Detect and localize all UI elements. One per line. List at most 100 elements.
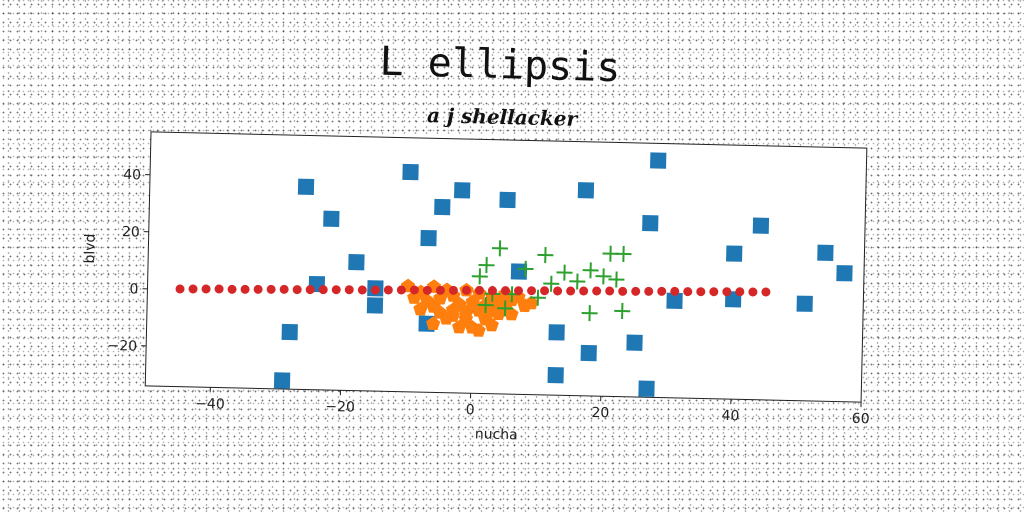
data-point xyxy=(396,285,406,295)
chart-title: L ellipsis xyxy=(379,39,621,92)
y-tick-label: 20 xyxy=(122,224,140,240)
plot-area: −40 −20 0 20 40 60 −20 0 20 40 nucha blvd xyxy=(82,131,870,443)
data-point xyxy=(402,163,419,181)
data-point xyxy=(631,286,641,296)
data-point xyxy=(426,316,441,331)
data-point xyxy=(595,268,612,285)
data-point xyxy=(370,285,380,295)
data-point xyxy=(735,287,745,297)
data-point xyxy=(683,287,693,297)
data-point xyxy=(471,268,488,285)
data-point xyxy=(240,284,250,294)
x-axis-label: nucha xyxy=(475,426,518,443)
data-point xyxy=(452,319,467,334)
data-point xyxy=(273,372,291,389)
data-point xyxy=(650,152,667,169)
data-point xyxy=(761,287,771,297)
data-point xyxy=(434,198,451,216)
data-point xyxy=(670,286,680,296)
data-point xyxy=(748,287,758,297)
data-point xyxy=(548,324,565,341)
data-point xyxy=(615,245,632,262)
data-point xyxy=(527,286,537,296)
data-point xyxy=(524,295,539,310)
y-axis-ticks: −20 0 20 40 xyxy=(107,167,151,355)
data-point xyxy=(297,178,315,195)
data-point xyxy=(471,323,486,337)
data-point xyxy=(422,285,432,295)
data-point xyxy=(726,245,743,262)
x-tick-label: 60 xyxy=(852,411,870,427)
data-point xyxy=(537,247,554,264)
data-point xyxy=(540,286,550,296)
data-point xyxy=(608,271,625,288)
y-axis-label: blvd xyxy=(82,233,99,263)
data-point xyxy=(566,286,576,296)
data-point xyxy=(201,284,211,294)
data-point xyxy=(465,300,480,314)
data-point xyxy=(344,285,354,295)
data-point xyxy=(569,273,586,290)
data-point xyxy=(722,287,732,297)
data-point xyxy=(484,317,499,332)
data-point xyxy=(266,284,276,294)
data-point xyxy=(487,286,497,296)
x-tick-label: 20 xyxy=(591,405,609,421)
data-point xyxy=(556,264,573,281)
data-point xyxy=(454,182,471,199)
data-point xyxy=(666,292,683,309)
data-point xyxy=(491,306,506,321)
data-point xyxy=(581,305,598,322)
data-point xyxy=(448,285,458,295)
data-point xyxy=(305,285,315,295)
data-point xyxy=(752,217,770,234)
data-point xyxy=(227,284,237,294)
data-point xyxy=(253,284,263,294)
data-point xyxy=(281,323,298,341)
y-tick-label: 0 xyxy=(129,281,138,297)
data-point xyxy=(279,284,289,294)
data-point xyxy=(605,286,615,296)
data-point xyxy=(477,297,494,314)
data-point xyxy=(357,285,367,295)
data-point xyxy=(501,286,511,296)
y-tick-label: −20 xyxy=(107,338,137,355)
data-point xyxy=(214,284,224,294)
plot-frame xyxy=(144,131,868,403)
y-tick-label: 40 xyxy=(123,167,141,183)
data-point xyxy=(499,191,516,209)
x-tick-label: −40 xyxy=(195,396,225,413)
data-point xyxy=(409,285,419,295)
data-point xyxy=(796,295,813,312)
data-point xyxy=(614,303,631,320)
data-point xyxy=(553,286,563,296)
data-point xyxy=(836,265,853,282)
x-axis-ticks: −40 −20 0 20 40 60 xyxy=(195,387,870,427)
data-point xyxy=(432,305,448,319)
data-point xyxy=(491,240,508,257)
data-point xyxy=(188,284,198,294)
data-point xyxy=(458,311,474,326)
data-point xyxy=(579,286,589,296)
data-point xyxy=(318,285,328,295)
data-point xyxy=(445,308,461,322)
data-point xyxy=(292,285,302,295)
x-tick-label: 40 xyxy=(721,408,739,424)
data-point xyxy=(435,285,445,295)
data-point xyxy=(474,285,484,295)
data-point xyxy=(366,297,384,314)
data-point xyxy=(709,287,719,297)
data-point xyxy=(478,257,495,274)
data-point xyxy=(580,344,597,362)
data-point xyxy=(323,210,340,227)
data-point xyxy=(638,380,655,397)
data-point xyxy=(642,214,659,232)
data-point xyxy=(510,263,528,280)
data-point xyxy=(175,284,185,294)
data-points xyxy=(175,152,853,397)
data-point xyxy=(644,286,654,296)
data-point xyxy=(529,289,546,306)
data-point xyxy=(383,285,393,295)
data-point xyxy=(517,260,534,277)
